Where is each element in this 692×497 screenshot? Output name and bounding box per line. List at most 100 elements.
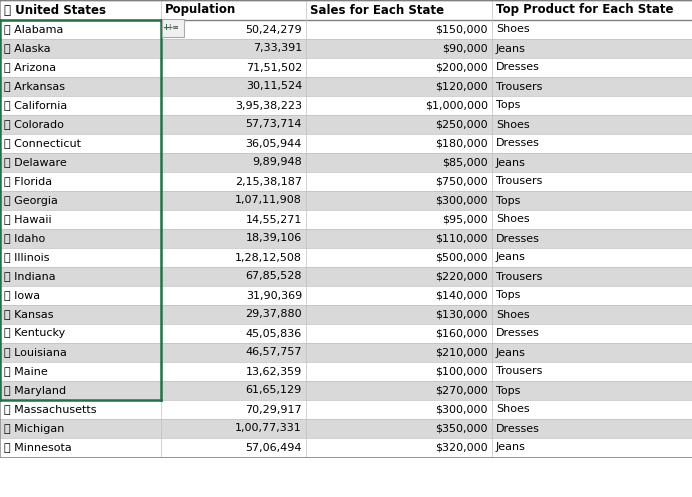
- Text: 🗺 Louisiana: 🗺 Louisiana: [4, 347, 67, 357]
- Bar: [492, 77, 692, 96]
- Text: 🗺 Kansas: 🗺 Kansas: [4, 310, 53, 320]
- Text: 🗺 Minnesota: 🗺 Minnesota: [4, 442, 72, 452]
- Text: Dresses: Dresses: [496, 63, 540, 73]
- Bar: [306, 96, 492, 115]
- Text: $320,000: $320,000: [435, 442, 488, 452]
- Text: 70,29,917: 70,29,917: [246, 405, 302, 414]
- Text: Jeans: Jeans: [496, 442, 526, 452]
- Bar: [492, 0, 692, 20]
- Text: $120,000: $120,000: [435, 82, 488, 91]
- Text: 18,39,106: 18,39,106: [246, 234, 302, 244]
- Bar: [492, 229, 692, 248]
- Bar: [306, 39, 492, 58]
- Text: Trousers: Trousers: [496, 271, 543, 281]
- Text: 🗺 Iowa: 🗺 Iowa: [4, 291, 40, 301]
- Bar: [161, 324, 306, 343]
- Bar: [492, 20, 692, 39]
- Bar: [161, 267, 306, 286]
- Text: $85,000: $85,000: [442, 158, 488, 167]
- Bar: [161, 39, 306, 58]
- Text: 🗺 Georgia: 🗺 Georgia: [4, 195, 58, 205]
- Text: 🗺 Arkansas: 🗺 Arkansas: [4, 82, 65, 91]
- Bar: [161, 419, 306, 438]
- Bar: [306, 305, 492, 324]
- Text: 🗺 Idaho: 🗺 Idaho: [4, 234, 45, 244]
- Text: $1,000,000: $1,000,000: [425, 100, 488, 110]
- Bar: [492, 286, 692, 305]
- Bar: [161, 77, 306, 96]
- Bar: [492, 153, 692, 172]
- Bar: [161, 115, 306, 134]
- Text: $220,000: $220,000: [435, 271, 488, 281]
- Text: $500,000: $500,000: [435, 252, 488, 262]
- Text: 57,06,494: 57,06,494: [246, 442, 302, 452]
- Bar: [492, 58, 692, 77]
- Text: 🗺 United States: 🗺 United States: [4, 3, 106, 16]
- Bar: [161, 134, 306, 153]
- Text: $110,000: $110,000: [435, 234, 488, 244]
- Text: 🗺 Illinois: 🗺 Illinois: [4, 252, 50, 262]
- Text: Trousers: Trousers: [496, 82, 543, 91]
- Text: 🗺 Florida: 🗺 Florida: [4, 176, 52, 186]
- Bar: [0, 305, 161, 324]
- Bar: [161, 58, 306, 77]
- Bar: [0, 419, 161, 438]
- Bar: [492, 343, 692, 362]
- Bar: [306, 58, 492, 77]
- Text: $210,000: $210,000: [435, 347, 488, 357]
- Text: $200,000: $200,000: [435, 63, 488, 73]
- Text: 61,65,129: 61,65,129: [246, 386, 302, 396]
- Text: 🗺 Indiana: 🗺 Indiana: [4, 271, 55, 281]
- Bar: [161, 191, 306, 210]
- Text: 71,51,502: 71,51,502: [246, 63, 302, 73]
- Text: Tops: Tops: [496, 195, 520, 205]
- Text: 29,37,880: 29,37,880: [246, 310, 302, 320]
- Text: Jeans: Jeans: [496, 347, 526, 357]
- Bar: [161, 0, 306, 20]
- Bar: [492, 305, 692, 324]
- Bar: [0, 0, 161, 20]
- Bar: [492, 39, 692, 58]
- Text: 67,85,528: 67,85,528: [246, 271, 302, 281]
- Bar: [0, 248, 161, 267]
- Text: 1,28,12,508: 1,28,12,508: [235, 252, 302, 262]
- Bar: [0, 438, 161, 457]
- Bar: [162, 19, 184, 37]
- Bar: [492, 172, 692, 191]
- Text: Shoes: Shoes: [496, 119, 529, 130]
- Text: +: +: [163, 23, 170, 32]
- Text: $270,000: $270,000: [435, 386, 488, 396]
- Bar: [161, 400, 306, 419]
- Text: 36,05,944: 36,05,944: [246, 139, 302, 149]
- Bar: [0, 96, 161, 115]
- Text: Trousers: Trousers: [496, 176, 543, 186]
- Bar: [161, 438, 306, 457]
- Bar: [161, 172, 306, 191]
- Bar: [0, 210, 161, 229]
- Bar: [161, 362, 306, 381]
- Bar: [306, 229, 492, 248]
- Bar: [492, 362, 692, 381]
- Text: $100,000: $100,000: [435, 366, 488, 377]
- Text: 31,90,369: 31,90,369: [246, 291, 302, 301]
- Text: Tops: Tops: [496, 386, 520, 396]
- Text: Dresses: Dresses: [496, 423, 540, 433]
- Bar: [161, 381, 306, 400]
- Text: 13,62,359: 13,62,359: [246, 366, 302, 377]
- Text: 3,95,38,223: 3,95,38,223: [235, 100, 302, 110]
- Text: 🗺 California: 🗺 California: [4, 100, 67, 110]
- Bar: [306, 191, 492, 210]
- Bar: [0, 39, 161, 58]
- Bar: [0, 115, 161, 134]
- Text: 🗺 Delaware: 🗺 Delaware: [4, 158, 66, 167]
- Text: 🗺 Michigan: 🗺 Michigan: [4, 423, 64, 433]
- Text: Shoes: Shoes: [496, 405, 529, 414]
- Text: $350,000: $350,000: [435, 423, 488, 433]
- Text: 46,57,757: 46,57,757: [246, 347, 302, 357]
- Bar: [0, 267, 161, 286]
- Text: 🗺 Massachusetts: 🗺 Massachusetts: [4, 405, 96, 414]
- Bar: [492, 210, 692, 229]
- Text: Shoes: Shoes: [496, 24, 529, 34]
- Bar: [0, 362, 161, 381]
- Text: 🗺 Alaska: 🗺 Alaska: [4, 44, 51, 54]
